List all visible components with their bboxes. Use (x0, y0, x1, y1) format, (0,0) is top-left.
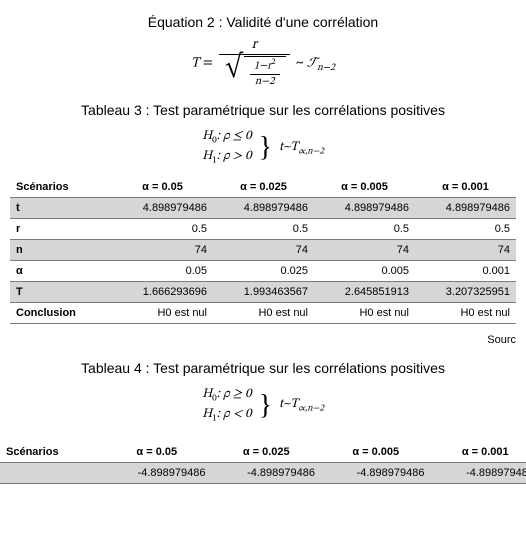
row-label: T (10, 281, 112, 302)
h0-text: : ρ ≤ 0 (217, 130, 252, 143)
cell: 74 (415, 239, 516, 260)
cell: H0 est nul (112, 302, 213, 323)
cell: 4.898979486 (112, 197, 213, 218)
equals-sign: = (203, 56, 216, 70)
cell: -4.898979486 (102, 463, 212, 484)
t4-col3: α = 0.005 (321, 442, 431, 463)
table4-title: Tableau 4 : Test paramétrique sur les co… (10, 360, 516, 376)
row-label: n (10, 239, 112, 260)
t4-col2: α = 0.025 (212, 442, 322, 463)
cell: 1.993463567 (213, 281, 314, 302)
eq2-dist-sub: n−2 (317, 63, 335, 73)
cell: 0.001 (415, 260, 516, 281)
row-label (0, 463, 102, 484)
inner-den: n−2 (250, 75, 280, 88)
eq2-main-fraction: r √ 1−r2 n−2 (219, 38, 289, 88)
t4-h0-label: H (202, 388, 212, 401)
table3-header-row: Scénarios α = 0.05 α = 0.025 α = 0.005 α… (10, 177, 516, 198)
equation2-formula: T = r √ 1−r2 n−2 ~ 𝒯n−2 (10, 38, 516, 88)
cell: 74 (112, 239, 213, 260)
h0-label: H (202, 130, 212, 143)
table3-title: Tableau 3 : Test paramétrique sur les co… (10, 102, 516, 118)
cell: 2.645851913 (314, 281, 415, 302)
tilde: ~ (296, 56, 304, 70)
row-label: Conclusion (10, 302, 112, 323)
t4-h0-text: : ρ ≥ 0 (217, 388, 252, 401)
eq2-lhs: T (191, 56, 199, 70)
t3-col1: α = 0.05 (112, 177, 213, 198)
t3-col2: α = 0.025 (213, 177, 314, 198)
cell: 3.207325951 (415, 281, 516, 302)
cell: 1.666293696 (112, 281, 213, 302)
h1-text: : ρ > 0 (217, 150, 252, 163)
table-row: ConclusionH0 est nulH0 est nulH0 est nul… (10, 302, 516, 323)
table-row: -4.898979486-4.898979486-4.898979486-4.8… (0, 463, 526, 484)
sqrt-icon: √ 1−r2 n−2 (223, 56, 285, 88)
cell: 0.5 (415, 218, 516, 239)
cell: -4.898979486 (212, 463, 322, 484)
table-row: t4.8989794864.8989794864.8989794864.8989… (10, 197, 516, 218)
cell: 74 (213, 239, 314, 260)
cell: 4.898979486 (415, 197, 516, 218)
inner-num: 1−r (254, 61, 272, 72)
cell: 0.05 (112, 260, 213, 281)
right-brace-icon: } (256, 392, 275, 420)
t4-rhs: t~T (279, 398, 298, 411)
cell: 0.5 (314, 218, 415, 239)
table4: Scénarios α = 0.05 α = 0.025 α = 0.005 α… (0, 442, 526, 484)
table4-hypotheses: H0: ρ ≥ 0 H1: ρ < 0 } t~T∝,n−2 (10, 384, 516, 426)
table4-header-row: Scénarios α = 0.05 α = 0.025 α = 0.005 α… (0, 442, 526, 463)
table-row: α0.050.0250.0050.001 (10, 260, 516, 281)
eq2-denominator: √ 1−r2 n−2 (219, 55, 289, 88)
t3-rhs: t~T (279, 141, 298, 154)
cell: 74 (314, 239, 415, 260)
row-label: r (10, 218, 112, 239)
cell: 0.025 (213, 260, 314, 281)
t4-h1-text: : ρ < 0 (217, 408, 252, 421)
table-row: r0.50.50.50.5 (10, 218, 516, 239)
cell: H0 est nul (314, 302, 415, 323)
equation2-title: Équation 2 : Validité d'une corrélation (10, 14, 516, 30)
t3-rhs-sub: ∝,n−2 (298, 147, 324, 156)
t4-rhs-sub: ∝,n−2 (298, 405, 324, 414)
row-label: α (10, 260, 112, 281)
cell: 0.005 (314, 260, 415, 281)
source-label: Sourc (10, 334, 516, 346)
t4-col0: Scénarios (0, 442, 102, 463)
eq2-dist: 𝒯 (307, 56, 317, 70)
cell: 4.898979486 (314, 197, 415, 218)
t4-col4: α = 0.001 (431, 442, 526, 463)
cell: H0 est nul (415, 302, 516, 323)
table3: Scénarios α = 0.05 α = 0.025 α = 0.005 α… (10, 177, 516, 324)
t4-h1-label: H (202, 408, 212, 421)
cell: 4.898979486 (213, 197, 314, 218)
cell: 0.5 (112, 218, 213, 239)
cell: -4.898979486 (321, 463, 431, 484)
table3-hypotheses: H0: ρ ≤ 0 H1: ρ > 0 } t~T∝,n−2 (10, 126, 516, 168)
t4-col1: α = 0.05 (102, 442, 212, 463)
right-brace-icon: } (256, 134, 275, 162)
t3-col4: α = 0.001 (415, 177, 516, 198)
cell: H0 est nul (213, 302, 314, 323)
cell: -4.898979486 (431, 463, 526, 484)
t3-col3: α = 0.005 (314, 177, 415, 198)
cell: 0.5 (213, 218, 314, 239)
t3-col0: Scénarios (10, 177, 112, 198)
row-label: t (10, 197, 112, 218)
inner-num-sup: 2 (271, 58, 275, 66)
table-row: n74747474 (10, 239, 516, 260)
eq2-numerator: r (219, 38, 289, 55)
table-row: T1.6662936961.9934635672.6458519133.2073… (10, 281, 516, 302)
h1-label: H (202, 150, 212, 163)
